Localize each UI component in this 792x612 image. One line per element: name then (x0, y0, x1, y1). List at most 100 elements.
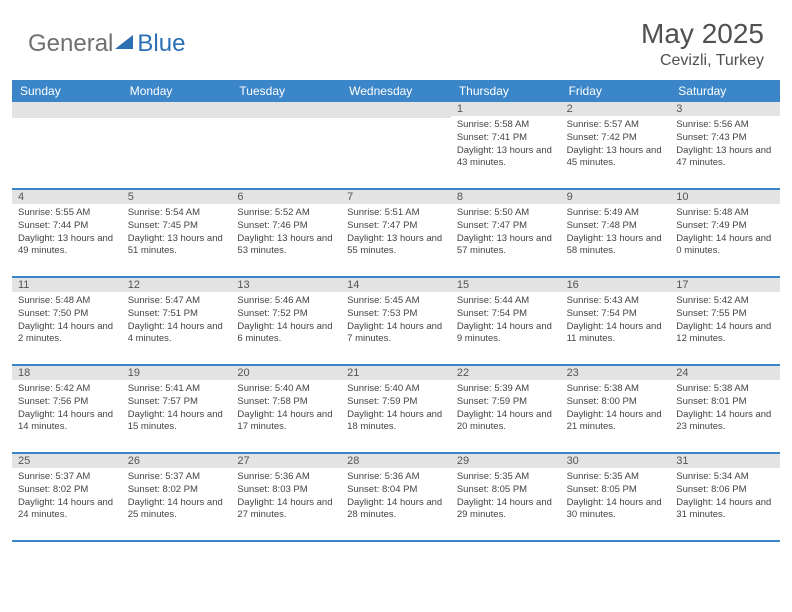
sunrise-line: Sunrise: 5:48 AM (18, 295, 116, 308)
sunset-line: Sunset: 8:02 PM (128, 484, 226, 497)
sunrise-line: Sunrise: 5:46 AM (237, 295, 335, 308)
day-cell: 16Sunrise: 5:43 AMSunset: 7:54 PMDayligh… (561, 278, 671, 364)
day-cell (122, 102, 232, 188)
week-row: 25Sunrise: 5:37 AMSunset: 8:02 PMDayligh… (12, 454, 780, 542)
day-number: 17 (670, 278, 780, 292)
day-cell: 30Sunrise: 5:35 AMSunset: 8:05 PMDayligh… (561, 454, 671, 540)
sunrise-line: Sunrise: 5:42 AM (18, 383, 116, 396)
day-cell: 22Sunrise: 5:39 AMSunset: 7:59 PMDayligh… (451, 366, 561, 452)
sunrise-line: Sunrise: 5:45 AM (347, 295, 445, 308)
daylight-line: Daylight: 14 hours and 30 minutes. (567, 497, 665, 523)
day-cell: 29Sunrise: 5:35 AMSunset: 8:05 PMDayligh… (451, 454, 561, 540)
daylight-line: Daylight: 14 hours and 25 minutes. (128, 497, 226, 523)
daylight-line: Daylight: 13 hours and 58 minutes. (567, 233, 665, 259)
daylight-line: Daylight: 13 hours and 43 minutes. (457, 145, 555, 171)
sunset-line: Sunset: 7:54 PM (457, 308, 555, 321)
day-cell: 17Sunrise: 5:42 AMSunset: 7:55 PMDayligh… (670, 278, 780, 364)
day-number: 24 (670, 366, 780, 380)
sunrise-line: Sunrise: 5:40 AM (237, 383, 335, 396)
sunrise-line: Sunrise: 5:55 AM (18, 207, 116, 220)
day-number: 8 (451, 190, 561, 204)
day-number: 27 (231, 454, 341, 468)
day-number: 18 (12, 366, 122, 380)
sunrise-line: Sunrise: 5:47 AM (128, 295, 226, 308)
daylight-line: Daylight: 14 hours and 9 minutes. (457, 321, 555, 347)
day-header-row: SundayMondayTuesdayWednesdayThursdayFrid… (12, 80, 780, 102)
sunrise-line: Sunrise: 5:49 AM (567, 207, 665, 220)
sunset-line: Sunset: 7:53 PM (347, 308, 445, 321)
sunset-line: Sunset: 7:50 PM (18, 308, 116, 321)
sunset-line: Sunset: 7:52 PM (237, 308, 335, 321)
empty-day-strip (122, 102, 232, 118)
day-cell: 15Sunrise: 5:44 AMSunset: 7:54 PMDayligh… (451, 278, 561, 364)
calendar: SundayMondayTuesdayWednesdayThursdayFrid… (0, 80, 792, 542)
sunset-line: Sunset: 8:00 PM (567, 396, 665, 409)
daylight-line: Daylight: 14 hours and 14 minutes. (18, 409, 116, 435)
day-number: 13 (231, 278, 341, 292)
day-cell: 18 Sunrise: 5:42 AMSunset: 7:56 PMDayligh… (12, 366, 122, 452)
sunset-line: Sunset: 8:05 PM (457, 484, 555, 497)
sunset-line: Sunset: 7:41 PM (457, 132, 555, 145)
day-number: 5 (122, 190, 232, 204)
day-cell: 10Sunrise: 5:48 AMSunset: 7:49 PMDayligh… (670, 190, 780, 276)
empty-day-strip (12, 102, 122, 118)
sunset-line: Sunset: 7:54 PM (567, 308, 665, 321)
month-title: May 2025 (641, 18, 764, 50)
week-row: 4Sunrise: 5:55 AMSunset: 7:44 PMDaylight… (12, 190, 780, 278)
sunrise-line: Sunrise: 5:48 AM (676, 207, 774, 220)
day-cell: 2Sunrise: 5:57 AMSunset: 7:42 PMDaylight… (561, 102, 671, 188)
day-number: 19 (122, 366, 232, 380)
sunrise-line: Sunrise: 5:51 AM (347, 207, 445, 220)
day-cell (231, 102, 341, 188)
sunrise-line: Sunrise: 5:37 AM (128, 471, 226, 484)
sunset-line: Sunset: 8:04 PM (347, 484, 445, 497)
day-header: Thursday (451, 80, 561, 102)
day-cell: 9Sunrise: 5:49 AMSunset: 7:48 PMDaylight… (561, 190, 671, 276)
week-row: 1Sunrise: 5:58 AMSunset: 7:41 PMDaylight… (12, 102, 780, 190)
daylight-line: Daylight: 14 hours and 15 minutes. (128, 409, 226, 435)
sunrise-line: Sunrise: 5:35 AM (567, 471, 665, 484)
daylight-line: Daylight: 14 hours and 27 minutes. (237, 497, 335, 523)
day-number: 14 (341, 278, 451, 292)
day-cell: 1Sunrise: 5:58 AMSunset: 7:41 PMDaylight… (451, 102, 561, 188)
day-cell (12, 102, 122, 188)
day-cell: 25Sunrise: 5:37 AMSunset: 8:02 PMDayligh… (12, 454, 122, 540)
day-cell: 31Sunrise: 5:34 AMSunset: 8:06 PMDayligh… (670, 454, 780, 540)
sunrise-line: Sunrise: 5:37 AM (18, 471, 116, 484)
daylight-line: Daylight: 14 hours and 12 minutes. (676, 321, 774, 347)
day-cell: 28Sunrise: 5:36 AMSunset: 8:04 PMDayligh… (341, 454, 451, 540)
daylight-line: Daylight: 14 hours and 28 minutes. (347, 497, 445, 523)
daylight-line: Daylight: 14 hours and 6 minutes. (237, 321, 335, 347)
daylight-line: Daylight: 14 hours and 23 minutes. (676, 409, 774, 435)
sunrise-line: Sunrise: 5:38 AM (567, 383, 665, 396)
sunrise-line: Sunrise: 5:43 AM (567, 295, 665, 308)
daylight-line: Daylight: 14 hours and 11 minutes. (567, 321, 665, 347)
sunset-line: Sunset: 7:47 PM (347, 220, 445, 233)
sunset-line: Sunset: 8:02 PM (18, 484, 116, 497)
sunrise-line: Sunrise: 5:50 AM (457, 207, 555, 220)
day-cell: 23Sunrise: 5:38 AMSunset: 8:00 PMDayligh… (561, 366, 671, 452)
sunrise-line: Sunrise: 5:40 AM (347, 383, 445, 396)
day-cell: 12Sunrise: 5:47 AMSunset: 7:51 PMDayligh… (122, 278, 232, 364)
sunrise-line: Sunrise: 5:39 AM (457, 383, 555, 396)
day-number: 22 (451, 366, 561, 380)
sunrise-line: Sunrise: 5:57 AM (567, 119, 665, 132)
day-number: 30 (561, 454, 671, 468)
sunrise-line: Sunrise: 5:56 AM (676, 119, 774, 132)
sunset-line: Sunset: 7:56 PM (18, 396, 116, 409)
day-number: 4 (12, 190, 122, 204)
day-header: Wednesday (341, 80, 451, 102)
day-number: 1 (451, 102, 561, 116)
daylight-line: Daylight: 14 hours and 24 minutes. (18, 497, 116, 523)
daylight-line: Daylight: 13 hours and 47 minutes. (676, 145, 774, 171)
day-number: 6 (231, 190, 341, 204)
day-cell: 6Sunrise: 5:52 AMSunset: 7:46 PMDaylight… (231, 190, 341, 276)
day-number: 28 (341, 454, 451, 468)
daylight-line: Daylight: 14 hours and 21 minutes. (567, 409, 665, 435)
sunset-line: Sunset: 7:46 PM (237, 220, 335, 233)
week-row: 18Sunrise: 5:42 AMSunset: 7:56 PMDayligh… (12, 366, 780, 454)
sunset-line: Sunset: 7:48 PM (567, 220, 665, 233)
empty-day-strip (231, 102, 341, 118)
day-cell: 24Sunrise: 5:38 AMSunset: 8:01 PMDayligh… (670, 366, 780, 452)
daylight-line: Daylight: 14 hours and 29 minutes. (457, 497, 555, 523)
